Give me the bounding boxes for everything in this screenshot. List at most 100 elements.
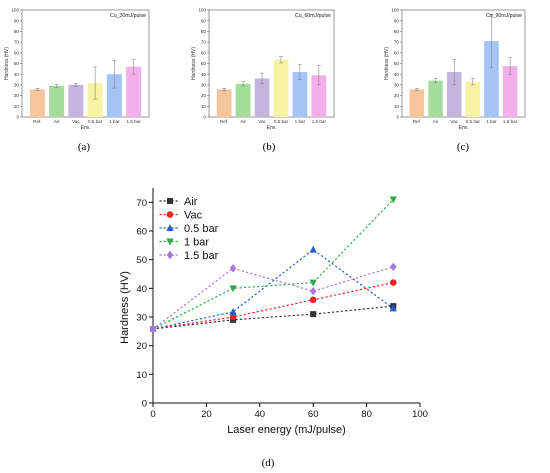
y-tick-label: 80: [201, 29, 207, 34]
series-line: [152, 282, 394, 330]
y-tick-label: 30: [136, 313, 147, 324]
y-tick-label: 20: [14, 93, 20, 98]
caption-a: (a): [78, 141, 91, 153]
x-axis-title: Env.: [81, 125, 91, 131]
bar: [446, 72, 462, 117]
y-tick-label: 30: [394, 83, 400, 88]
panel-title: Cu_30mJ/pulse: [110, 13, 146, 19]
x-tick-label: Air: [54, 119, 60, 124]
y-tick-label: 90: [201, 18, 207, 23]
y-tick-label: 40: [14, 72, 20, 77]
x-tick-label: 0.5 bar: [466, 119, 481, 124]
x-axis-title: Laser energy (mJ/pulse): [227, 424, 346, 436]
x-tick-label: Ref.: [413, 119, 421, 124]
x-tick-label: 1.5 bar: [312, 119, 327, 124]
bar: [273, 59, 289, 117]
x-axis-title: Env.: [459, 125, 469, 131]
legend-marker: [166, 224, 174, 231]
y-tick-label: 70: [201, 40, 207, 45]
y-tick-label: 50: [14, 61, 20, 66]
data-point: [390, 279, 397, 286]
series-1-5-bar: [152, 262, 397, 330]
x-tick-label: 1.5 bar: [503, 119, 518, 124]
data-point: [229, 313, 237, 321]
y-tick-label: 100: [391, 8, 399, 13]
y-tick-label: 0: [396, 115, 399, 120]
x-tick-label: 1 bar: [486, 119, 497, 124]
x-tick-label: 60: [308, 409, 319, 420]
panel-title: Cu_90mJ/pulse: [486, 13, 522, 19]
bar: [465, 81, 481, 117]
y-tick-label: 100: [11, 8, 19, 13]
x-tick-label: 20: [201, 409, 212, 420]
legend-marker: [166, 238, 174, 246]
panel-title: Cu_60mJ/pulse: [295, 13, 331, 19]
bar: [106, 74, 122, 117]
caption-c: (c): [457, 141, 470, 153]
data-point: [309, 287, 317, 296]
y-tick-label: 80: [394, 29, 400, 34]
y-tick-label: 20: [136, 341, 147, 352]
y-tick-label: 40: [394, 72, 400, 77]
y-tick-label: 60: [136, 227, 147, 238]
x-tick-label: 0: [150, 409, 155, 420]
bar: [254, 78, 270, 117]
data-point-origin: [150, 326, 156, 333]
series-line: [152, 198, 394, 330]
y-tick-label: 10: [394, 104, 400, 109]
bar: [68, 84, 84, 117]
bar: [484, 41, 499, 117]
y-tick-label: 30: [14, 83, 20, 88]
x-tick-label: Vac: [258, 119, 266, 124]
x-tick-label: Ref.: [220, 119, 228, 124]
x-tick-label: 1.5 bar: [126, 119, 141, 124]
series-1-bar: [152, 196, 397, 330]
data-point: [309, 296, 317, 304]
y-tick-label: 70: [394, 40, 400, 45]
bar: [235, 83, 251, 117]
series-Vac: [152, 279, 397, 330]
y-axis-title: Hardness (HV): [119, 271, 131, 344]
data-point: [229, 264, 237, 273]
data-point: [229, 307, 237, 315]
bar: [292, 72, 308, 117]
y-tick-label: 30: [201, 83, 207, 88]
y-tick-label: 10: [14, 104, 20, 109]
x-tick-label: 1 bar: [109, 119, 120, 124]
bar: [502, 66, 518, 117]
y-axis-title: Hardness (HV): [384, 47, 390, 80]
bar: [409, 89, 425, 117]
caption-b: (b): [263, 141, 276, 153]
data-point: [309, 245, 317, 253]
y-axis-title: Hardness (HV): [191, 47, 197, 80]
y-tick-label: 0: [142, 399, 147, 410]
legend-marker: [166, 250, 174, 260]
series-Air: [152, 303, 397, 330]
bar-chart-panel-b: 0 10 20 30 40 50 60 70 80 90 100 Ref. Air Vac 0.5 bar 1…: [191, 8, 335, 131]
y-tick-label: 50: [201, 61, 207, 66]
legend-marker: [166, 211, 174, 218]
data-point: [390, 262, 397, 272]
bar-chart-panel-a: 0 10 20 30 40 50 60 70 80 90 100 Ref. Air Vac 0.5 bar 1…: [4, 8, 150, 131]
y-tick-label: 40: [201, 72, 207, 77]
y-tick-label: 60: [14, 50, 20, 55]
y-tick-label: 100: [198, 8, 206, 13]
y-tick-label: 60: [394, 50, 400, 55]
legend-label: 1.5 bar: [184, 250, 219, 262]
y-tick-label: 60: [201, 50, 207, 55]
data-point: [229, 285, 237, 293]
data-point: [310, 311, 317, 318]
legend-marker: [167, 198, 173, 204]
bar: [29, 89, 45, 117]
y-tick-label: 10: [201, 104, 207, 109]
y-tick-label: 90: [394, 18, 400, 23]
x-tick-label: 1 bar: [295, 119, 306, 124]
y-tick-label: 90: [14, 18, 20, 23]
data-point: [389, 196, 397, 204]
legend-label: Air: [184, 196, 198, 208]
x-tick-label: Ref.: [33, 119, 41, 124]
x-tick-label: 0.5 bar: [88, 119, 103, 124]
bar: [216, 89, 232, 117]
caption-d: (d): [262, 457, 275, 469]
